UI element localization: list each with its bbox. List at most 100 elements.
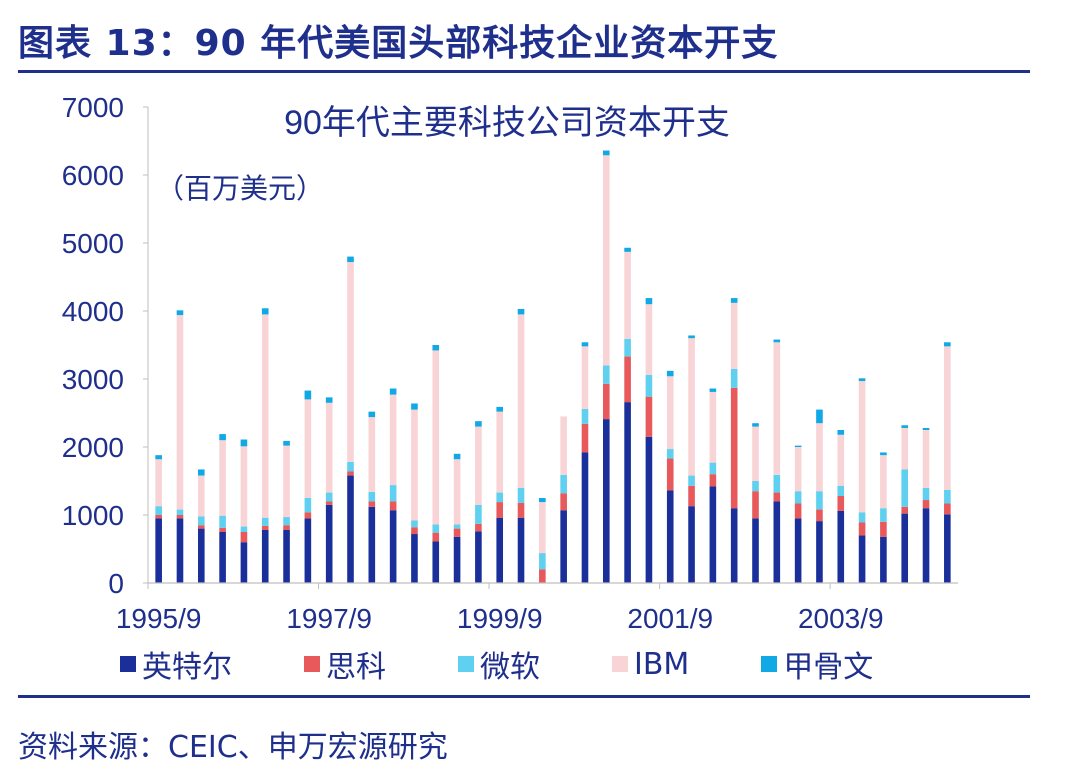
bar-segment	[261, 525, 269, 530]
bar-segment	[645, 298, 653, 305]
bar-segment	[602, 383, 610, 420]
x-tick-label: 1997/9	[286, 603, 372, 634]
bar-segment	[816, 423, 823, 492]
bar-segment	[176, 518, 184, 583]
bar-segment	[304, 518, 312, 583]
bar-segment	[730, 302, 738, 369]
bar-segment	[475, 504, 482, 524]
bar-segment	[730, 508, 738, 583]
legend-label: 思科	[326, 650, 386, 685]
bar-segment	[411, 403, 418, 410]
bar-segment	[219, 515, 226, 528]
bar-segment	[816, 521, 823, 583]
bar-segment	[325, 397, 333, 403]
bar-segment	[624, 356, 631, 403]
bar-segment	[155, 515, 162, 519]
bar-segment	[752, 426, 759, 481]
bar-segment	[666, 449, 674, 459]
bar-segment	[368, 491, 376, 502]
bar-segment	[325, 501, 333, 505]
bar-segment	[773, 492, 781, 502]
bar-segment	[155, 518, 162, 583]
bar-segment	[325, 402, 333, 493]
bar-segment	[197, 528, 205, 583]
legend-swatch	[458, 656, 474, 672]
bar-segment	[560, 510, 567, 583]
bar-segment	[837, 485, 845, 496]
bar-segment	[880, 536, 887, 583]
bar-segment	[602, 150, 610, 156]
bar-segment	[858, 381, 866, 513]
bar-segment	[645, 396, 653, 437]
bar-segment	[325, 492, 333, 502]
bar-segment	[176, 310, 184, 316]
bar-segment	[688, 475, 695, 486]
bar-segment	[453, 536, 461, 583]
bar-segment	[730, 368, 738, 388]
figure-title: 图表 13：90 年代美国头部科技企业资本开支	[18, 23, 779, 64]
bar-segment	[581, 408, 589, 424]
bar-segment	[688, 335, 695, 339]
legend-item: IBM	[612, 642, 689, 686]
bar-segment	[922, 430, 930, 488]
bar-segment	[944, 489, 951, 504]
footer-rule	[18, 695, 1030, 698]
legend-item: 甲骨文	[761, 642, 873, 686]
bar-segment	[496, 492, 504, 503]
bar-segment	[560, 416, 567, 475]
bar-segment	[453, 528, 461, 537]
bar-segment	[411, 520, 418, 528]
bar-segment	[709, 486, 717, 583]
bar-segment	[922, 508, 930, 583]
bar-segment	[261, 517, 269, 526]
x-tick-label: 2001/9	[627, 603, 713, 634]
bar-segment	[176, 509, 184, 515]
legend-label: 英特尔	[142, 650, 232, 685]
bar-segment	[240, 526, 248, 532]
y-tick-label: 7000	[62, 92, 124, 123]
bar-segment	[752, 423, 759, 427]
bar-segment	[368, 417, 376, 492]
bar-segment	[261, 314, 269, 518]
bar-segment	[645, 436, 653, 583]
y-tick-label: 4000	[62, 296, 124, 327]
bar-segment	[794, 491, 802, 504]
bar-segment	[688, 506, 695, 583]
bar-segment	[752, 518, 759, 583]
bar-segment	[411, 527, 418, 535]
bar-segment	[496, 406, 504, 412]
bar-segment	[581, 342, 589, 347]
bar-segment	[496, 411, 504, 493]
legend-item: 思科	[304, 642, 386, 686]
bar-segment	[475, 523, 482, 532]
bar-segment	[794, 518, 802, 583]
bar-segment	[155, 459, 162, 507]
bar-segment	[858, 522, 866, 536]
bar-segment	[730, 387, 738, 509]
bar-segment	[432, 524, 440, 533]
bar-segment	[645, 374, 653, 397]
bar-segment	[602, 365, 610, 384]
bar-segment	[325, 504, 333, 583]
bar-segment	[602, 419, 610, 583]
bar-segment	[240, 532, 248, 543]
bar-segment	[944, 514, 951, 583]
bar-segment	[752, 491, 759, 519]
bar-segment	[176, 515, 184, 519]
bar-segment	[389, 510, 397, 583]
bar-segment	[389, 388, 397, 395]
bar-segment	[709, 474, 717, 487]
source-note: 资料来源：CEIC、申万宏源研究	[18, 730, 448, 765]
bar-segment	[794, 445, 802, 447]
bar-segment	[624, 402, 631, 583]
bar-segment	[261, 529, 269, 583]
bar-segment	[197, 525, 205, 529]
bar-segment	[368, 506, 376, 583]
bar-segment	[347, 256, 354, 263]
bar-segment	[858, 512, 866, 523]
bar-segment	[517, 314, 525, 488]
bar-segment	[304, 399, 312, 498]
bar-segment	[283, 529, 290, 583]
bar-segment	[496, 502, 504, 518]
bar-segment	[666, 376, 674, 450]
